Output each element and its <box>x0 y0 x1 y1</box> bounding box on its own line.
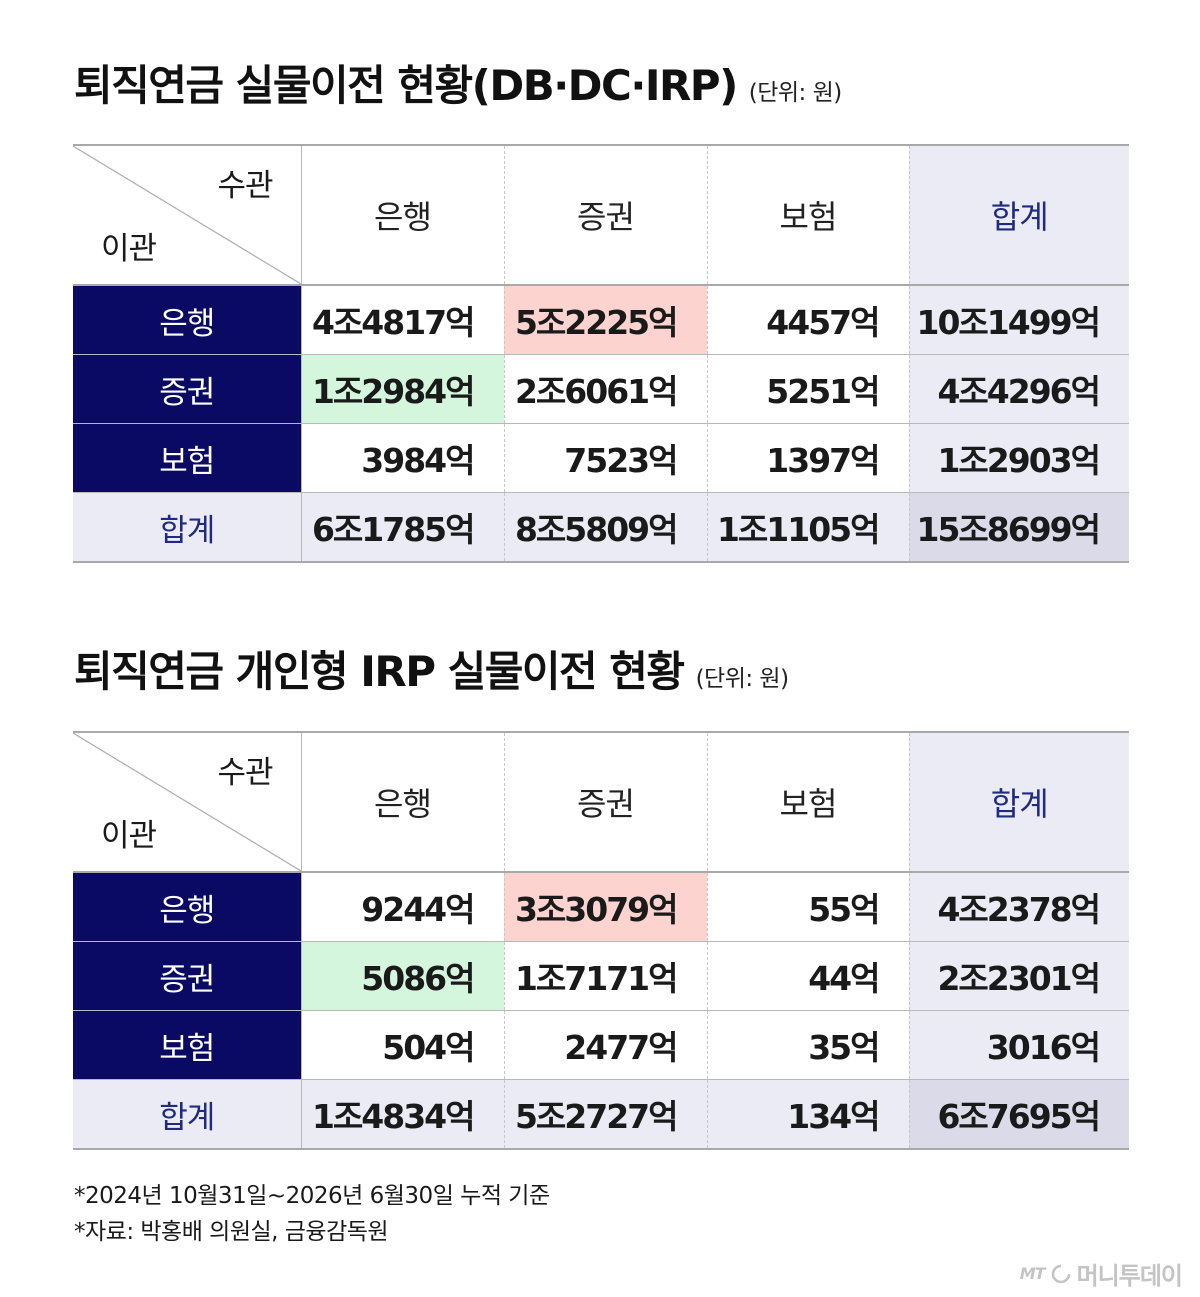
table-cell-highlight-red: 5조2225억 <box>503 285 707 355</box>
row-header-total: 합계 <box>73 492 302 563</box>
table-cell-col-total: 134억 <box>706 1079 909 1150</box>
logo-mark: MT <box>1019 1264 1046 1283</box>
table-cell: 44억 <box>706 941 909 1011</box>
table-row: 보험 504억 2477억 35억 3016억 <box>73 1010 1129 1080</box>
table-cell: 3984억 <box>300 423 504 493</box>
table-cell-col-total: 6조1785억 <box>300 492 504 563</box>
row-header-bank: 은행 <box>73 285 302 355</box>
corner-receiver-label: 수관 <box>217 168 273 204</box>
table-cell-grand-total: 6조7695억 <box>908 1079 1129 1150</box>
table-row: 증권 5086억 1조7171억 44억 2조2301억 <box>73 941 1129 1011</box>
col-header-bank: 은행 <box>300 144 504 286</box>
row-header-insurance: 보험 <box>73 1010 302 1080</box>
table-cell-highlight-red: 3조3079억 <box>503 872 707 942</box>
footnote-period: *2024년 10월31일~2026년 6월30일 누적 기준 <box>74 1183 550 1209</box>
table-cell: 1조7171억 <box>503 941 707 1011</box>
corner-sender-label: 이관 <box>101 231 157 267</box>
table2-corner: 수관 이관 <box>73 731 302 873</box>
table-cell: 4조4817억 <box>300 285 504 355</box>
table-cell: 35억 <box>706 1010 909 1080</box>
col-header-insurance: 보험 <box>706 731 909 873</box>
table-cell: 1397억 <box>706 423 909 493</box>
table1-total-row: 합계 6조1785억 8조5809억 1조1105억 15조8699억 <box>73 492 1129 563</box>
table-row: 보험 3984억 7523억 1397억 1조2903억 <box>73 423 1129 493</box>
row-header-total: 합계 <box>73 1079 302 1150</box>
table-cell-highlight-green: 1조2984억 <box>300 354 504 424</box>
table-cell-row-total: 3016억 <box>908 1010 1129 1080</box>
col-header-total: 합계 <box>908 731 1129 873</box>
table-cell: 504억 <box>300 1010 504 1080</box>
table-cell-row-total: 4조2378억 <box>908 872 1129 942</box>
table-cell: 55억 <box>706 872 909 942</box>
table2-total-row: 합계 1조4834억 5조2727억 134억 6조7695억 <box>73 1079 1129 1150</box>
corner-receiver-label: 수관 <box>217 755 273 791</box>
row-header-securities: 증권 <box>73 941 302 1011</box>
table-cell: 2477억 <box>503 1010 707 1080</box>
col-header-insurance: 보험 <box>706 144 909 286</box>
table-cell-col-total: 1조1105억 <box>706 492 909 563</box>
table-cell-col-total: 8조5809억 <box>503 492 707 563</box>
table-cell-row-total: 4조4296억 <box>908 354 1129 424</box>
table1: 수관 이관 은행 증권 보험 합계 은행 4조4817억 5조2225억 445… <box>73 144 1129 563</box>
table-cell-row-total: 1조2903억 <box>908 423 1129 493</box>
brand-logo: MT 머니투데이 <box>1019 1256 1183 1291</box>
table2-title: 퇴직연금 개인형 IRP 실물이전 현황 <box>74 647 685 696</box>
table-cell: 4457억 <box>706 285 909 355</box>
table1-corner: 수관 이관 <box>73 144 302 286</box>
table-cell-col-total: 1조4834억 <box>300 1079 504 1150</box>
footnote-source: *자료: 박홍배 의원실, 금융감독원 <box>74 1219 389 1245</box>
row-header-bank: 은행 <box>73 872 302 942</box>
col-header-bank: 은행 <box>300 731 504 873</box>
col-header-total: 합계 <box>908 144 1129 286</box>
table-row: 은행 9244억 3조3079억 55억 4조2378억 <box>73 872 1129 942</box>
table-cell: 9244억 <box>300 872 504 942</box>
corner-sender-label: 이관 <box>101 818 157 854</box>
col-header-securities: 증권 <box>503 731 707 873</box>
logo-text: 머니투데이 <box>1076 1262 1183 1290</box>
row-header-securities: 증권 <box>73 354 302 424</box>
table-cell-grand-total: 15조8699억 <box>908 492 1129 563</box>
table1-title: 퇴직연금 실물이전 현황(DB·DC·IRP) <box>74 61 738 110</box>
table2: 수관 이관 은행 증권 보험 합계 은행 9244억 3조3079억 55억 4… <box>73 731 1129 1150</box>
table1-title-block: 퇴직연금 실물이전 현황(DB·DC·IRP) (단위: 원) <box>74 52 842 113</box>
table-cell: 5251억 <box>706 354 909 424</box>
table2-title-block: 퇴직연금 개인형 IRP 실물이전 현황 (단위: 원) <box>74 638 789 699</box>
table-cell-col-total: 5조2727억 <box>503 1079 707 1150</box>
table2-header-row: 수관 이관 은행 증권 보험 합계 <box>73 731 1129 873</box>
col-header-securities: 증권 <box>503 144 707 286</box>
table-cell: 2조6061억 <box>503 354 707 424</box>
table-row: 증권 1조2984억 2조6061억 5251억 4조4296억 <box>73 354 1129 424</box>
table-cell-row-total: 2조2301억 <box>908 941 1129 1011</box>
row-header-insurance: 보험 <box>73 423 302 493</box>
table1-header-row: 수관 이관 은행 증권 보험 합계 <box>73 144 1129 286</box>
table-cell: 7523억 <box>503 423 707 493</box>
table-cell-row-total: 10조1499억 <box>908 285 1129 355</box>
table2-unit: (단위: 원) <box>695 666 790 692</box>
table-row: 은행 4조4817억 5조2225억 4457억 10조1499억 <box>73 285 1129 355</box>
table-cell-highlight-green: 5086억 <box>300 941 504 1011</box>
table1-unit: (단위: 원) <box>748 80 843 106</box>
logo-swirl-icon <box>1051 1264 1071 1283</box>
